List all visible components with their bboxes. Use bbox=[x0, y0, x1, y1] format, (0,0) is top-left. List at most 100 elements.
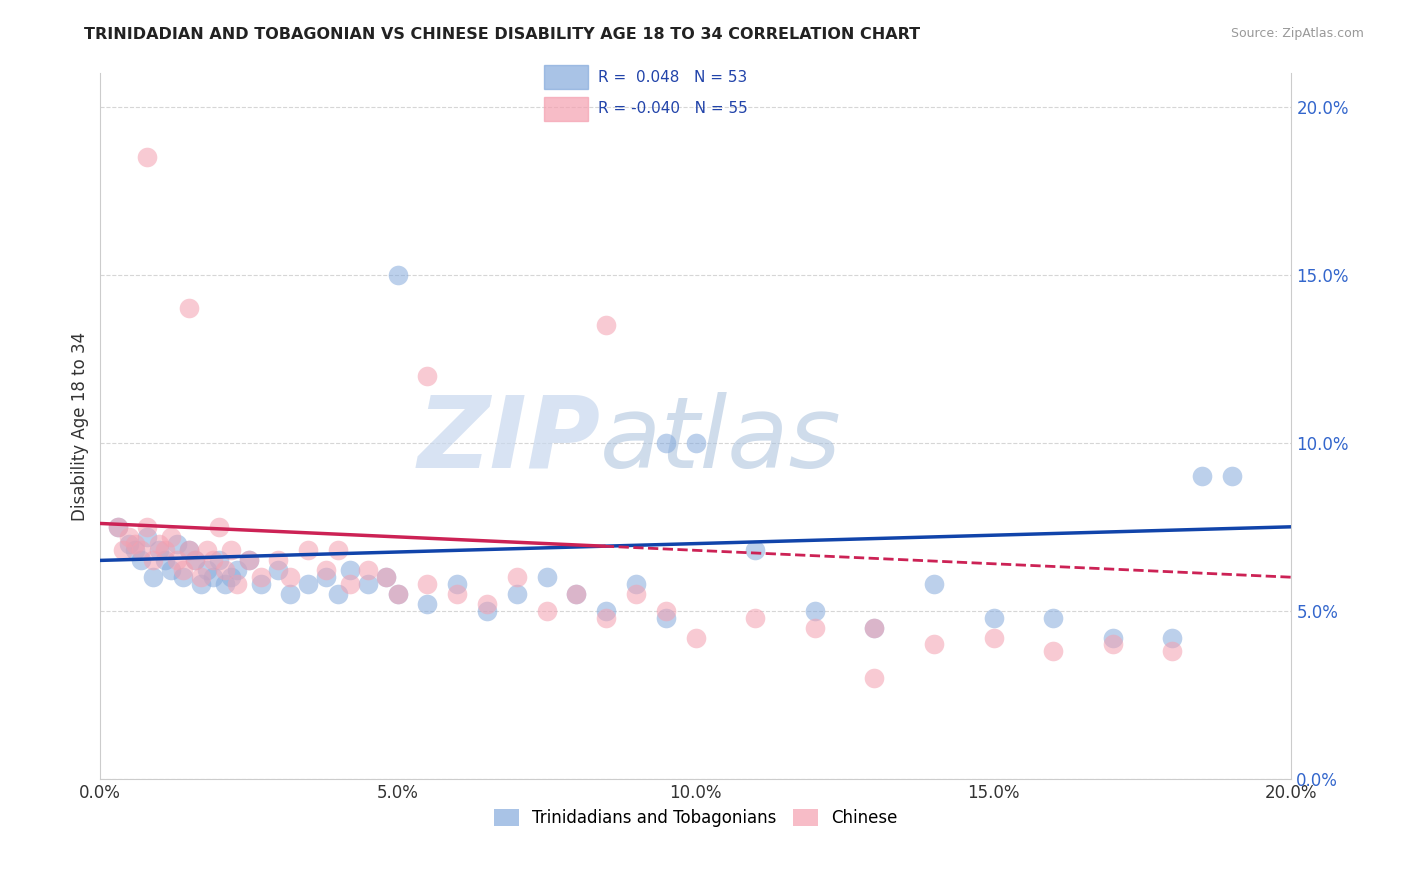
Point bbox=[565, 587, 588, 601]
Point bbox=[136, 530, 159, 544]
Point bbox=[387, 268, 409, 282]
Point bbox=[863, 621, 886, 635]
Text: TRINIDADIAN AND TOBAGONIAN VS CHINESE DISABILITY AGE 18 TO 34 CORRELATION CHART: TRINIDADIAN AND TOBAGONIAN VS CHINESE DI… bbox=[84, 27, 921, 42]
Point bbox=[201, 553, 224, 567]
Point bbox=[195, 543, 218, 558]
Point bbox=[315, 570, 337, 584]
Point bbox=[136, 150, 159, 164]
Point bbox=[267, 564, 290, 578]
Point bbox=[124, 543, 146, 558]
Point bbox=[136, 520, 159, 534]
Point bbox=[214, 564, 236, 578]
Point bbox=[160, 564, 183, 578]
Point bbox=[374, 570, 396, 584]
Point bbox=[107, 520, 129, 534]
Point bbox=[190, 570, 212, 584]
Bar bbox=[544, 65, 588, 89]
Y-axis label: Disability Age 18 to 34: Disability Age 18 to 34 bbox=[72, 332, 89, 521]
Point bbox=[297, 577, 319, 591]
Point bbox=[1101, 631, 1123, 645]
Point bbox=[506, 587, 529, 601]
Point bbox=[326, 587, 349, 601]
Point bbox=[475, 604, 498, 618]
Point bbox=[983, 610, 1005, 624]
Point bbox=[238, 553, 260, 567]
Point bbox=[225, 564, 247, 578]
Point bbox=[1220, 469, 1243, 483]
Point bbox=[339, 577, 361, 591]
Point bbox=[922, 637, 945, 651]
Point bbox=[118, 536, 141, 550]
Point bbox=[803, 604, 825, 618]
Point bbox=[201, 570, 224, 584]
Point bbox=[416, 577, 439, 591]
Bar bbox=[544, 96, 588, 120]
Point bbox=[416, 597, 439, 611]
Point bbox=[744, 610, 766, 624]
Point bbox=[387, 587, 409, 601]
Point bbox=[655, 435, 678, 450]
Point bbox=[214, 577, 236, 591]
Point bbox=[565, 587, 588, 601]
Point bbox=[416, 368, 439, 383]
Point bbox=[922, 577, 945, 591]
Point bbox=[536, 604, 558, 618]
Point bbox=[118, 530, 141, 544]
Point bbox=[374, 570, 396, 584]
Text: ZIP: ZIP bbox=[418, 392, 600, 489]
Point bbox=[166, 536, 188, 550]
Point bbox=[155, 553, 177, 567]
Point bbox=[184, 553, 207, 567]
Point bbox=[267, 553, 290, 567]
Text: atlas: atlas bbox=[600, 392, 842, 489]
Point bbox=[506, 570, 529, 584]
Point bbox=[1191, 469, 1213, 483]
Point bbox=[1042, 610, 1064, 624]
Point bbox=[131, 553, 153, 567]
Point bbox=[744, 543, 766, 558]
Text: R = -0.040   N = 55: R = -0.040 N = 55 bbox=[599, 101, 748, 116]
Point bbox=[863, 621, 886, 635]
Point bbox=[225, 577, 247, 591]
Point bbox=[326, 543, 349, 558]
Point bbox=[339, 564, 361, 578]
Point bbox=[536, 570, 558, 584]
Point bbox=[177, 543, 200, 558]
Point bbox=[107, 520, 129, 534]
Point bbox=[177, 543, 200, 558]
Point bbox=[112, 543, 135, 558]
Point bbox=[249, 577, 271, 591]
Point bbox=[803, 621, 825, 635]
Text: R =  0.048   N = 53: R = 0.048 N = 53 bbox=[599, 70, 748, 85]
Point bbox=[131, 543, 153, 558]
Legend: Trinidadians and Tobagonians, Chinese: Trinidadians and Tobagonians, Chinese bbox=[486, 803, 904, 834]
Point bbox=[166, 553, 188, 567]
Point bbox=[142, 570, 165, 584]
Point bbox=[685, 631, 707, 645]
Point bbox=[280, 587, 302, 601]
Point bbox=[208, 553, 231, 567]
Point bbox=[124, 536, 146, 550]
Point bbox=[446, 587, 468, 601]
Point bbox=[148, 536, 170, 550]
Point bbox=[142, 553, 165, 567]
Point bbox=[983, 631, 1005, 645]
Point bbox=[208, 520, 231, 534]
Point bbox=[219, 543, 242, 558]
Point bbox=[190, 577, 212, 591]
Point bbox=[624, 587, 647, 601]
Point bbox=[238, 553, 260, 567]
Point bbox=[155, 543, 177, 558]
Point bbox=[172, 570, 194, 584]
Point bbox=[1161, 644, 1184, 658]
Point bbox=[595, 318, 617, 332]
Point bbox=[1042, 644, 1064, 658]
Point bbox=[219, 570, 242, 584]
Point bbox=[387, 587, 409, 601]
Point bbox=[160, 530, 183, 544]
Point bbox=[184, 553, 207, 567]
Point bbox=[655, 610, 678, 624]
Point bbox=[685, 435, 707, 450]
Point bbox=[280, 570, 302, 584]
Point bbox=[297, 543, 319, 558]
